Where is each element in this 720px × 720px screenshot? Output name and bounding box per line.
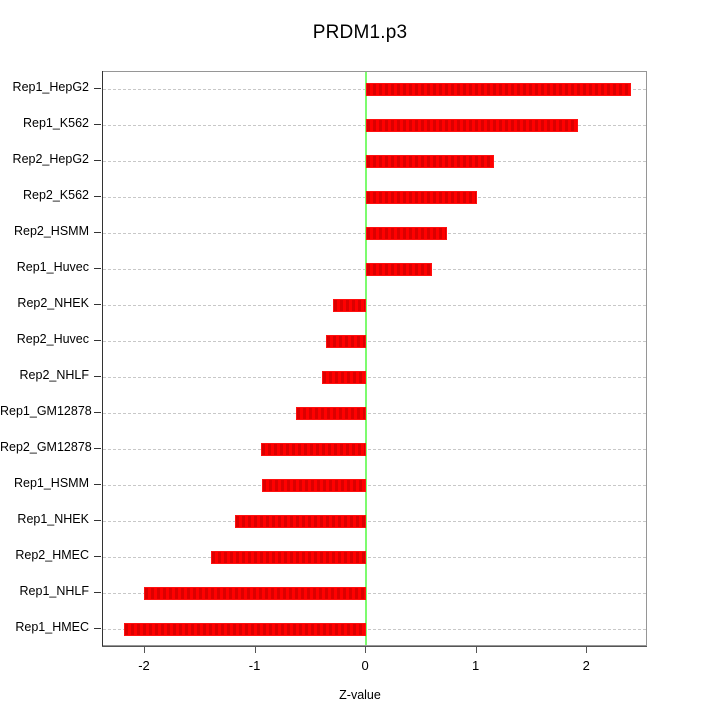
y-tick-mark: [94, 88, 101, 90]
y-tick-mark: [94, 268, 101, 270]
y-tick-label: Rep1_HMEC: [15, 619, 89, 634]
gridline: [103, 592, 646, 594]
bar: [366, 191, 477, 205]
x-tick-label: 1: [472, 658, 480, 673]
y-tick-label: Rep2_HSMM: [13, 224, 89, 239]
gridline: [103, 484, 646, 486]
y-tick-mark: [94, 411, 101, 413]
bar: [366, 227, 447, 241]
y-tick-mark: [94, 304, 101, 306]
bar: [366, 155, 495, 169]
gridline: [103, 628, 646, 630]
y-tick-label: Rep2_K562: [22, 188, 89, 203]
x-tick-mark: [475, 646, 477, 653]
x-tick-mark: [144, 646, 145, 653]
x-tick-label: -1: [248, 658, 261, 673]
y-tick-mark: [94, 160, 101, 162]
gridline: [103, 412, 646, 414]
bar: [262, 478, 367, 492]
y-tick-mark: [94, 375, 101, 377]
y-tick-label: Rep1_NHEK: [17, 511, 89, 526]
x-tick-label: -2: [138, 658, 150, 673]
x-tick-mark: [586, 646, 588, 653]
y-tick-label: Rep2_GM12878: [0, 439, 92, 454]
y-tick-mark: [94, 591, 101, 593]
y-tick-mark: [94, 340, 101, 342]
x-tick-mark: [365, 646, 367, 653]
bar: [332, 299, 367, 313]
y-tick-label: Rep1_GM12878: [0, 403, 92, 418]
chart-title: PRDM1.p3: [312, 22, 408, 43]
gridline: [103, 520, 646, 522]
bar: [366, 263, 433, 277]
gridline: [103, 305, 646, 307]
y-tick-mark: [94, 483, 101, 485]
bar: [261, 442, 367, 456]
y-tick-mark: [94, 555, 101, 557]
gridline: [103, 448, 646, 450]
x-tick-label: 0: [361, 658, 369, 673]
bar: [124, 622, 367, 636]
y-tick-label: Rep2_NHEK: [17, 296, 89, 311]
y-tick-label: Rep2_NHLF: [19, 367, 89, 382]
plot-panel: [102, 71, 647, 646]
y-tick-label: Rep1_NHLF: [19, 583, 89, 598]
y-tick-mark: [94, 232, 101, 234]
y-tick-label: Rep2_HMEC: [15, 547, 89, 562]
gridline: [103, 556, 646, 558]
x-tick-label: 2: [582, 658, 590, 673]
bar: [326, 335, 367, 349]
x-tick-mark: [254, 646, 256, 653]
y-tick-mark: [94, 196, 101, 198]
y-tick-mark: [94, 519, 101, 521]
zero-reference-line: [365, 72, 368, 645]
gridline: [103, 376, 646, 378]
y-tick-label: Rep2_Huvec: [16, 332, 89, 347]
y-axis-spine: [102, 71, 103, 646]
bar: [366, 83, 632, 97]
y-tick-mark: [94, 124, 101, 126]
bar: [143, 586, 367, 600]
gridline: [103, 341, 646, 343]
plot-area: [103, 72, 646, 645]
y-tick-label: Rep1_K562: [22, 116, 89, 131]
y-tick-label: Rep2_HepG2: [12, 152, 89, 167]
y-tick-mark: [94, 447, 101, 449]
bar: [234, 514, 367, 528]
y-tick-label: Rep1_HepG2: [12, 80, 89, 95]
x-axis-spine: [102, 646, 647, 647]
y-tick-mark: [94, 627, 101, 629]
bar: [211, 550, 367, 564]
bar: [321, 370, 367, 384]
bar: [366, 119, 579, 133]
y-tick-label: Rep1_HSMM: [13, 475, 89, 490]
x-axis-label: Z-value: [339, 688, 381, 702]
y-tick-label: Rep1_Huvec: [16, 260, 89, 275]
bar: [296, 406, 367, 420]
